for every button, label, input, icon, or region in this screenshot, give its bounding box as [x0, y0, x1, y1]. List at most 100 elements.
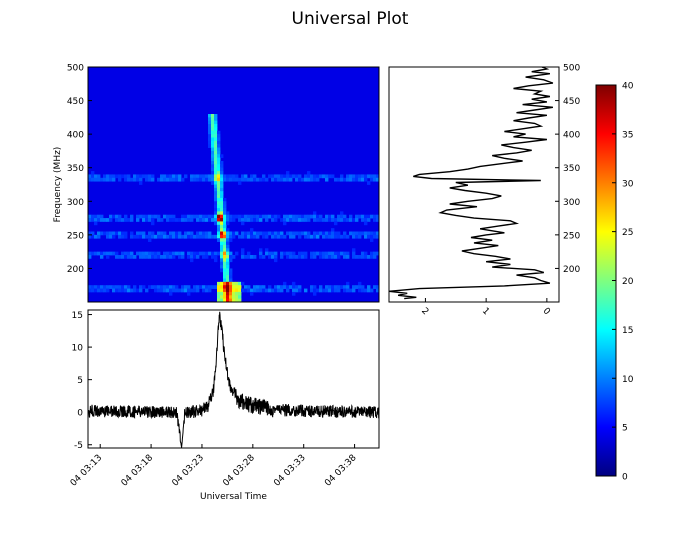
spectrogram-cell — [289, 231, 293, 236]
spectrogram-cell — [163, 231, 167, 236]
spectrogram-cell — [178, 174, 182, 179]
spectrogram-cell — [199, 174, 203, 179]
spectrogram-cell — [292, 288, 296, 293]
spectrogram-cell — [220, 154, 224, 159]
spectrogram-cell — [241, 174, 245, 179]
spectrogram-cell — [118, 177, 122, 182]
spectrogram-cell — [226, 271, 230, 276]
spectrogram-cell — [160, 234, 164, 239]
spectrogram-cell — [304, 234, 308, 239]
spectrogram-cell — [202, 255, 206, 259]
spectrogram-cell — [109, 218, 113, 222]
spectrogram-cell — [220, 194, 224, 199]
spectrogram-cell — [298, 255, 302, 259]
spectrogram-cell — [169, 214, 173, 219]
spectrogram-cell — [166, 214, 170, 219]
spectrogram-cell — [139, 285, 143, 289]
spectrogram-cell — [286, 288, 290, 293]
spectrogram-cell — [214, 214, 218, 219]
spectrogram-cell — [199, 214, 203, 219]
spectrogram-cell — [289, 285, 293, 289]
spectrogram-cell — [226, 288, 230, 293]
spectrogram-cell — [154, 234, 158, 239]
spectrogram-cell — [277, 177, 281, 182]
frequency-profile-frame — [388, 66, 560, 303]
spectrogram-cell — [181, 234, 185, 239]
spectrogram-cell — [109, 214, 113, 219]
spectrogram-cell — [121, 288, 125, 293]
spectrogram-cell — [229, 238, 233, 242]
spectrogram-cell — [226, 281, 230, 286]
spectrogram-cell — [139, 214, 143, 219]
spectrogram-cell — [370, 231, 374, 236]
spectrogram-cell — [166, 234, 170, 239]
spectrogram-cell — [346, 174, 350, 179]
spectrogram-cell — [160, 177, 164, 182]
spectrogram-cell — [106, 251, 110, 256]
spectrogram-cell — [211, 177, 215, 182]
spectrogram-cell — [130, 288, 134, 293]
spectrogram-cell — [313, 174, 317, 179]
spectrogram-cell — [310, 288, 314, 293]
spectrogram-cell — [364, 288, 368, 293]
spectrogram-cell — [313, 251, 317, 256]
spectrogram-cell — [181, 214, 185, 219]
spectrogram-cell — [376, 214, 379, 219]
spectrogram-cell — [151, 255, 155, 259]
spectrogram-cell — [133, 177, 137, 182]
spectrogram-cell — [151, 231, 155, 236]
spectrogram-cell — [157, 251, 161, 256]
spectrogram-cell — [322, 231, 326, 236]
spectrogram-cell — [295, 214, 299, 219]
spectrogram-cell — [289, 234, 293, 239]
spectrogram-cell — [217, 214, 221, 219]
spectrogram-cell — [289, 218, 293, 222]
spectrogram-cell — [136, 218, 140, 222]
spectrogram-cell — [286, 285, 290, 289]
spectrogram-cell — [223, 218, 227, 222]
spectrogram-cell — [97, 174, 101, 179]
light-curve-y-tick-label: 5 — [77, 376, 83, 386]
spectrogram-cell — [187, 231, 191, 236]
spectrogram-cell — [190, 231, 194, 236]
spectrogram-cell — [376, 234, 379, 239]
spectrogram-cell — [322, 218, 326, 222]
spectrogram-cell — [196, 255, 200, 259]
spectrogram-cell — [232, 231, 236, 236]
spectrogram-cell — [286, 171, 290, 175]
spectrogram-cell — [289, 177, 293, 182]
spectrogram-cell — [280, 174, 284, 179]
spectrogram-cell — [196, 177, 200, 182]
spectrogram-cell — [343, 251, 347, 256]
spectrogram-cell — [97, 251, 101, 256]
spectrogram-cell — [163, 285, 167, 289]
spectrogram-cell — [328, 234, 332, 239]
spectrogram-cell — [211, 150, 215, 155]
spectrogram-cell — [238, 288, 242, 293]
spectrogram-cell — [214, 208, 218, 212]
spectrogram-cell — [142, 218, 146, 222]
spectrogram-cell — [133, 285, 137, 289]
spectrogram-cell — [223, 255, 227, 259]
spectrogram-cell — [142, 285, 146, 289]
spectrogram-cell — [292, 291, 296, 296]
spectrogram-cell — [238, 177, 242, 182]
spectrogram-cell — [223, 298, 227, 302]
spectrogram-cell — [214, 127, 218, 132]
spectrogram-cell — [208, 117, 212, 122]
spectrogram-cell — [175, 174, 179, 179]
spectrogram-cell — [226, 177, 230, 182]
spectrogram-cell — [232, 174, 236, 179]
spectrogram-cell — [220, 191, 224, 195]
spectrogram-cell — [316, 288, 320, 293]
spectrogram-cell — [223, 251, 227, 256]
spectrogram-cell — [229, 268, 233, 273]
spectrogram-cell — [229, 278, 233, 283]
frequency-profile-y-tick-label: 300 — [563, 198, 580, 208]
spectrogram-cell — [103, 177, 107, 182]
spectrogram-cell — [250, 231, 254, 236]
spectrogram-cell — [94, 214, 98, 219]
spectrogram-cell — [322, 234, 326, 239]
spectrogram-cell — [163, 255, 167, 259]
spectrogram-cell — [346, 218, 350, 222]
